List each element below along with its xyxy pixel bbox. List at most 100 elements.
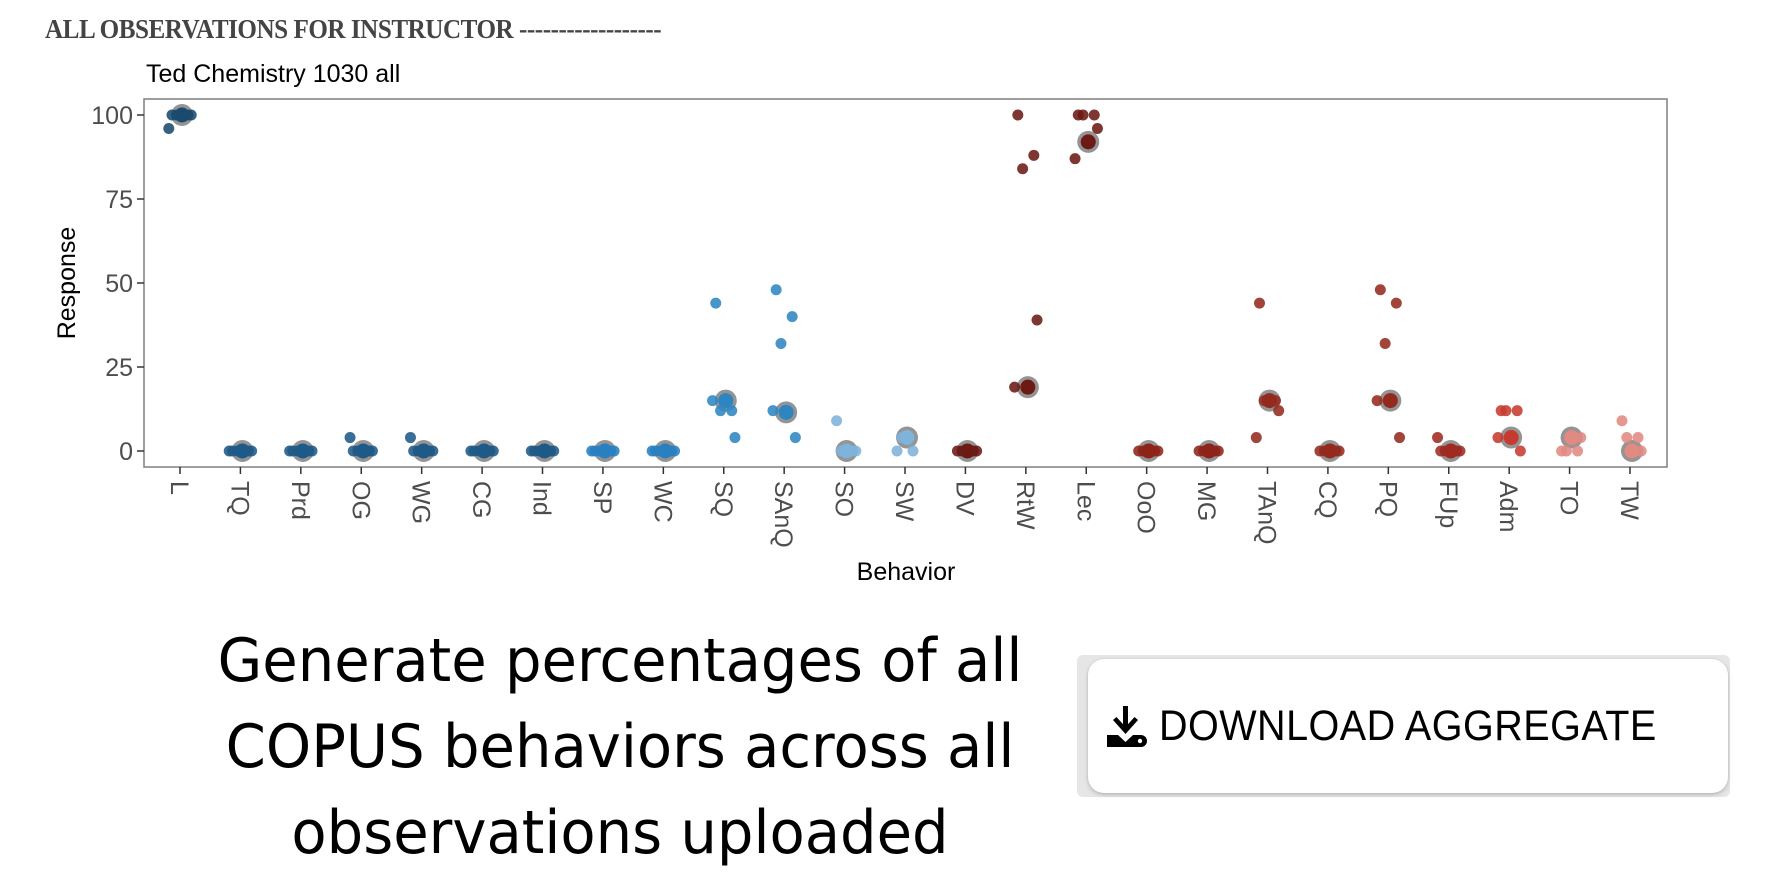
- data-point: [1017, 163, 1029, 175]
- download-icon: [1103, 703, 1149, 749]
- data-point: [1270, 395, 1281, 407]
- category-group-tanq: [1250, 297, 1285, 444]
- data-point: [1258, 395, 1270, 407]
- data-point: [473, 445, 485, 457]
- x-axis: L TQ Prd OG WG CG Ind SP WC SQ SAnQ SO SW DV RtW Lec OoO…: [165, 467, 1643, 548]
- category-group-wc: [646, 440, 681, 462]
- data-point: [1088, 109, 1100, 121]
- data-point: [404, 432, 416, 444]
- plot-panel: [143, 98, 1668, 468]
- x-tick-label: SQ: [709, 481, 737, 517]
- data-point: [729, 432, 741, 444]
- y-tick-label: 100: [91, 102, 133, 130]
- x-tick-label: MG: [1192, 481, 1220, 521]
- category-group-prd: [284, 440, 318, 462]
- data-point: [1009, 381, 1021, 393]
- data-point: [831, 415, 843, 427]
- data-point: [1250, 432, 1262, 444]
- x-tick-label: TO: [1555, 481, 1583, 515]
- data-point: [412, 445, 424, 457]
- category-group-mg: [1193, 440, 1224, 462]
- data-point: [586, 445, 598, 457]
- data-point: [1572, 445, 1584, 457]
- category-group-pq: [1371, 284, 1406, 444]
- category-group-cq: [1314, 440, 1345, 462]
- data-point: [896, 432, 908, 444]
- data-point: [171, 109, 183, 121]
- data-point: [427, 445, 439, 457]
- category-group-ooo: [1133, 440, 1164, 462]
- mean-marker: [1564, 430, 1580, 446]
- data-point: [789, 432, 801, 444]
- description-line: Generate percentages of all: [217, 626, 1023, 696]
- category-group-cg: [465, 440, 499, 462]
- x-tick-label: Prd: [286, 481, 314, 520]
- category-group-lec: [1069, 109, 1103, 165]
- data-point: [1454, 445, 1466, 457]
- mean-marker: [718, 393, 734, 409]
- data-point: [850, 445, 862, 457]
- data-point: [1492, 432, 1504, 444]
- data-point: [707, 395, 719, 407]
- data-point: [726, 405, 738, 417]
- data-point: [1091, 122, 1103, 134]
- mean-marker: [1020, 379, 1036, 395]
- download-aggregate-button[interactable]: DOWNLOAD AGGREGATE: [1088, 659, 1728, 793]
- data-point: [284, 445, 296, 457]
- x-tick-label: WC: [648, 481, 676, 523]
- x-tick-label: FUp: [1434, 481, 1462, 528]
- y-tick-label: 75: [105, 186, 133, 214]
- x-tick-label: CQ: [1313, 481, 1341, 519]
- category-group-sw: [891, 426, 919, 457]
- data-point: [1511, 405, 1523, 417]
- data-point: [352, 445, 364, 457]
- y-axis-title: Response: [53, 227, 81, 340]
- x-tick-label: SW: [890, 481, 918, 522]
- data-point: [1440, 445, 1452, 457]
- category-group-to: [1556, 426, 1587, 457]
- data-point: [1077, 109, 1089, 121]
- category-group-rtw: [1009, 109, 1043, 399]
- category-group-dv: [951, 440, 983, 462]
- data-point: [1560, 445, 1572, 457]
- data-point: [344, 432, 356, 444]
- response-by-behavior-chart: Ted Chemistry 1030 all 0 25 50 75 100 L TQ Prd…: [53, 60, 1668, 586]
- category-group-og: [344, 432, 378, 462]
- data-point: [465, 445, 477, 457]
- data-point: [1069, 153, 1081, 165]
- category-group-ind: [525, 440, 560, 462]
- x-axis-title: Behavior: [857, 558, 956, 586]
- data-point: [223, 445, 235, 457]
- download-button-label: DOWNLOAD AGGREGATE: [1158, 701, 1657, 750]
- data-point: [1635, 445, 1647, 457]
- data-point: [775, 337, 787, 349]
- mean-marker: [778, 404, 794, 420]
- category-group-sanq: [767, 284, 801, 444]
- data-point: [366, 445, 378, 457]
- x-tick-label: Lec: [1071, 481, 1099, 521]
- data-point: [1621, 432, 1633, 444]
- x-tick-label: WG: [407, 481, 435, 524]
- data-point: [1500, 405, 1512, 417]
- category-group-wg: [404, 432, 439, 462]
- data-point: [1632, 432, 1644, 444]
- data-point: [1319, 445, 1331, 457]
- x-tick-label: TQ: [225, 481, 253, 516]
- data-point: [1371, 395, 1383, 407]
- category-group-l: [163, 104, 197, 134]
- x-tick-label: TAnQ: [1253, 481, 1281, 544]
- data-point: [1028, 149, 1040, 161]
- data-point: [292, 445, 304, 457]
- data-point: [786, 311, 798, 323]
- category-group-sq: [707, 297, 741, 444]
- x-tick-label: DV: [950, 481, 978, 516]
- data-point: [1432, 432, 1444, 444]
- y-tick-label: 25: [105, 354, 133, 382]
- x-tick-label: CG: [467, 481, 495, 519]
- data-point: [1514, 445, 1526, 457]
- data-point: [525, 445, 537, 457]
- data-point: [1152, 445, 1164, 457]
- description-line: observations uploaded: [291, 798, 949, 868]
- data-point: [1374, 284, 1386, 296]
- data-point: [669, 445, 681, 457]
